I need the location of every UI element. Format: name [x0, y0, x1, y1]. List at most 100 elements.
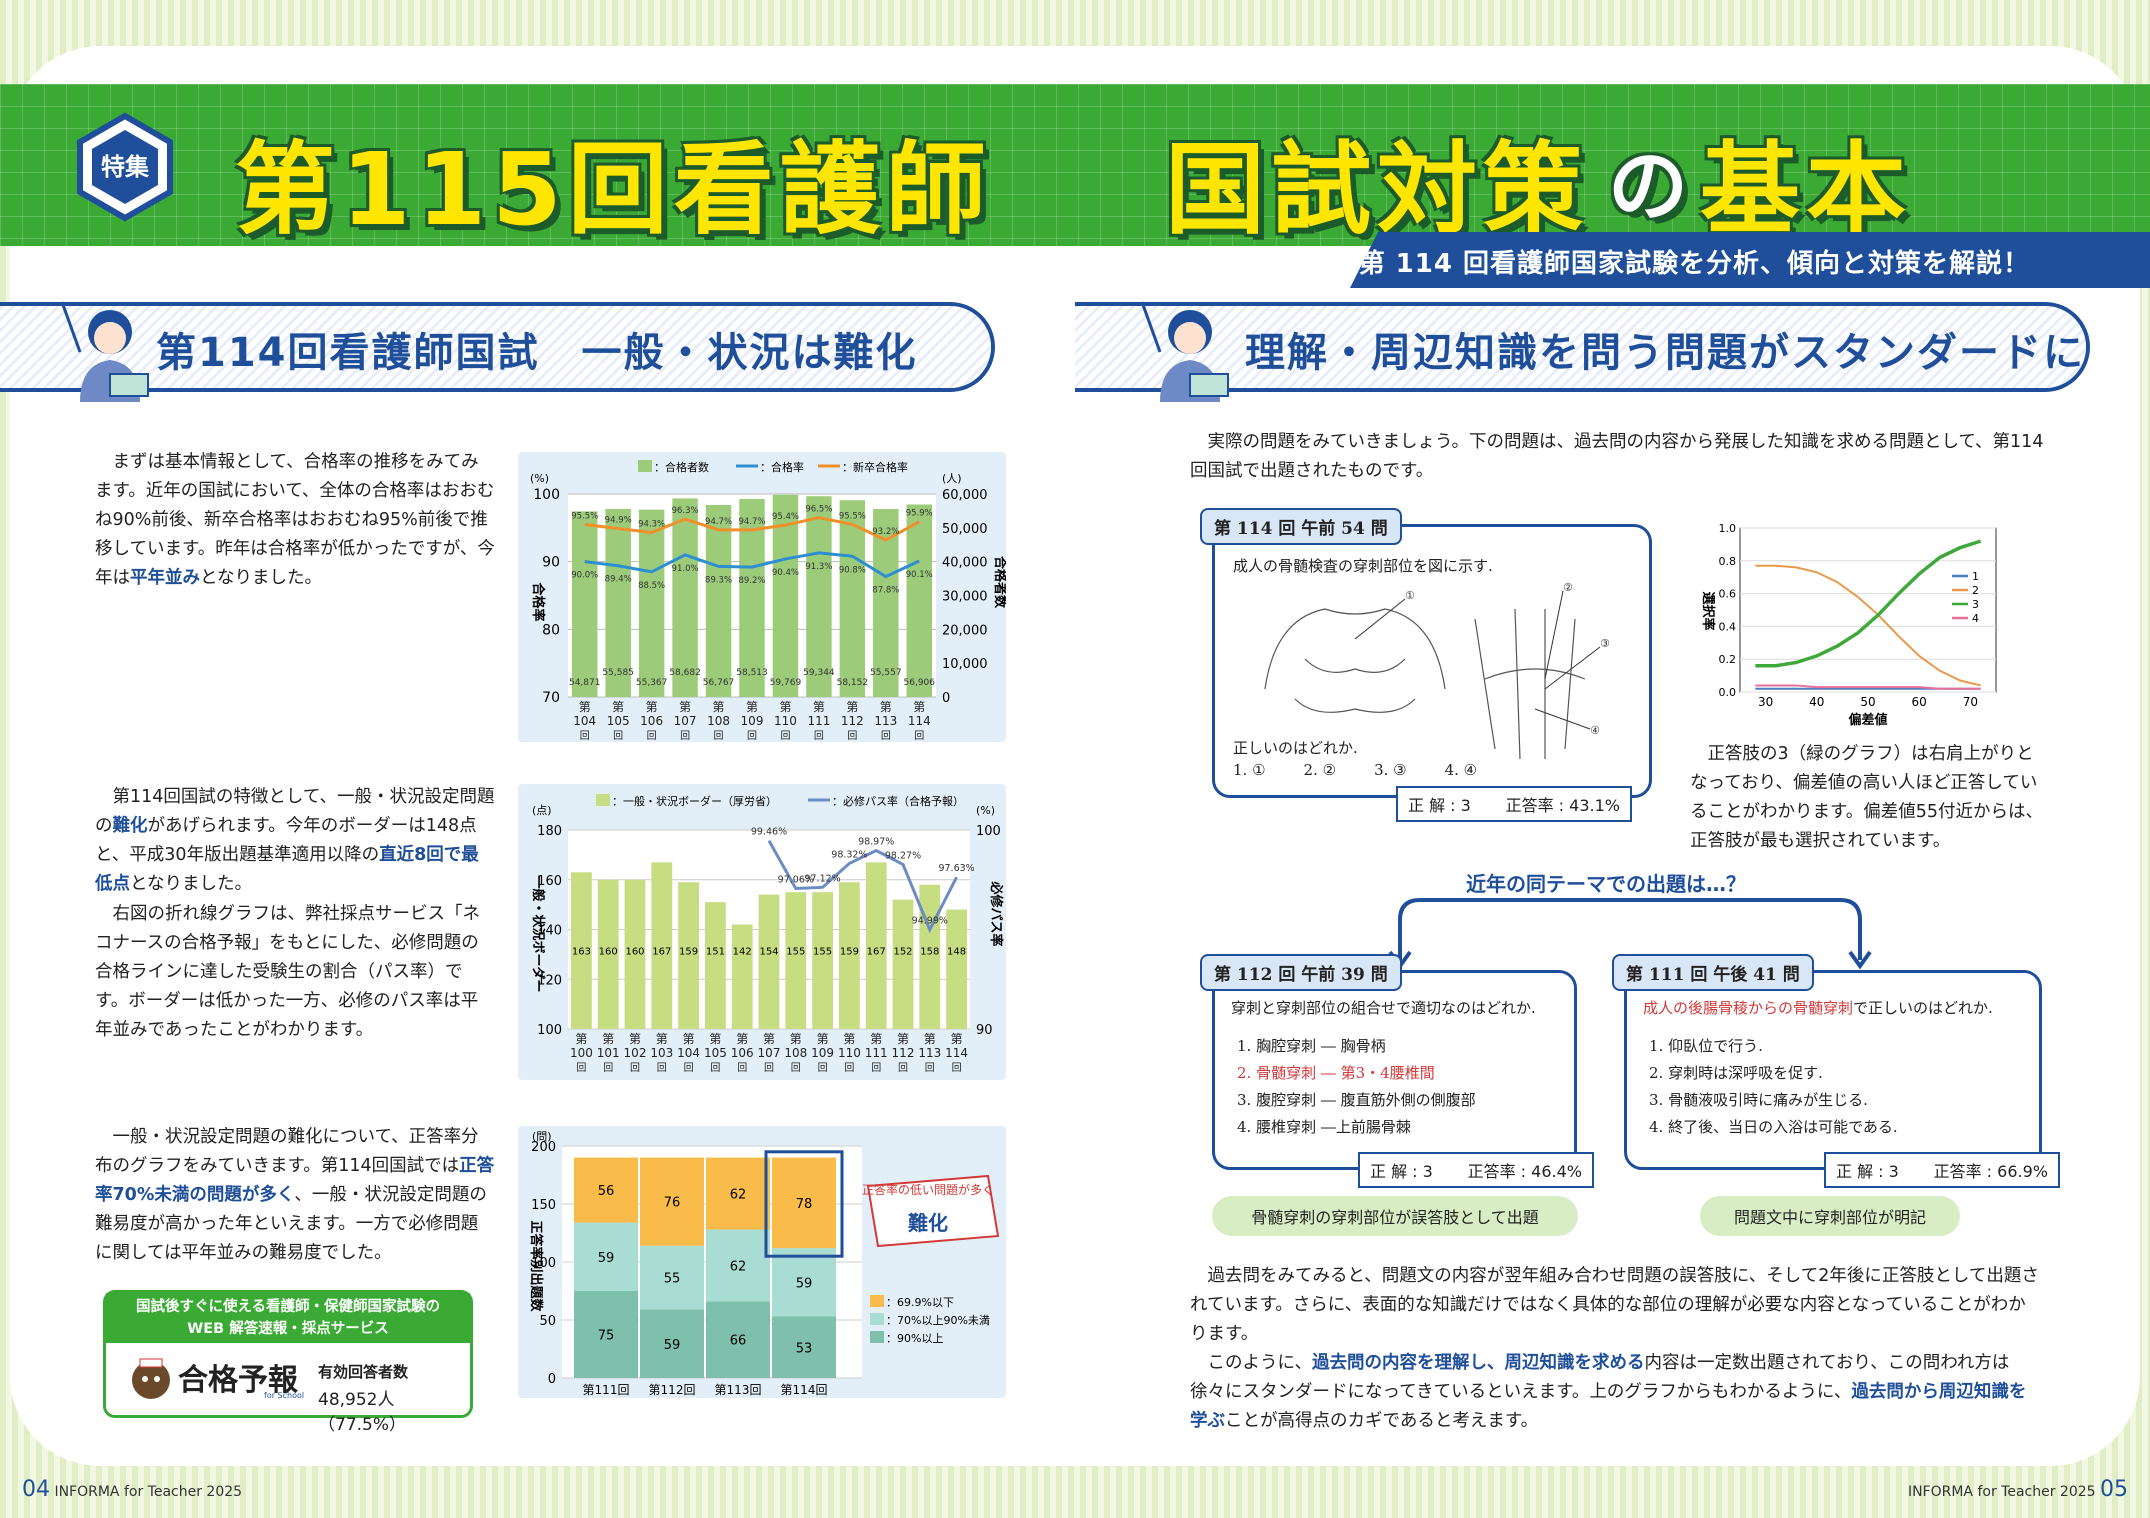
promo-label: 有効回答者数 [318, 1363, 409, 1381]
x-tick: 103 [650, 1046, 673, 1060]
promo-logo-small: for School [264, 1391, 305, 1400]
x-tick: 100 [570, 1046, 593, 1060]
bar [785, 892, 807, 1029]
bar-segment [706, 1301, 770, 1378]
badge-label: 特集 [101, 153, 150, 181]
q114-tab: 第 114 回 午前 54 問 [1200, 508, 1402, 545]
right-heading-text: 理解・周辺知識を問う問題がスタンダードに [1245, 330, 2085, 376]
q111-option: 3. 骨髄液吸引時に痛みが生じる. [1649, 1091, 1868, 1109]
selection-rate-chart: 0.0 0.2 0.4 0.6 0.8 1.0 30 40 50 60 70 偏差値 選択率 1 2 3 4 [1690, 516, 2010, 736]
x-tick: 第 [575, 1032, 587, 1046]
x-tick: 113 [874, 714, 897, 728]
x-tick: 回 [580, 730, 590, 742]
bar-label: 78 [796, 1197, 813, 1212]
x-tick: 114 [945, 1046, 968, 1060]
x-tick: 回 [613, 730, 623, 742]
x-tick: 113 [918, 1046, 941, 1060]
point-label: 94.9% [605, 516, 632, 526]
bar [731, 924, 753, 1029]
line-series-3 [1755, 539, 1982, 668]
x-tick: 108 [707, 714, 730, 728]
y-tick-right: 60,000 [942, 488, 988, 503]
x-tick: 回 [914, 730, 924, 742]
bar-label: 155 [813, 946, 832, 957]
bar-label: 62 [730, 1259, 747, 1274]
bar [739, 499, 765, 697]
border-score-chart: 100 120 140 160 180 90 100 (点) (%) 一般・状況ボーダー 必修パス率… [518, 784, 1006, 1080]
x-tick: 50 [1860, 695, 1875, 709]
line-series-4 [1755, 684, 1981, 690]
q111-tab: 第 111 回 午後 41 問 [1612, 954, 1814, 991]
point-label: 90.0% [571, 571, 598, 581]
bar-segment [574, 1291, 638, 1378]
x-tick: 60 [1912, 695, 1927, 709]
legend-label: 3 [1972, 598, 1979, 611]
x-tick: 第 [779, 700, 791, 714]
x-tick: 第 [602, 1032, 614, 1046]
y-tick: 0.6 [1719, 588, 1737, 601]
title-part-a: 第115回看護師 [235, 131, 992, 248]
x-tick: 回 [680, 730, 690, 742]
promo-logo: 合格予報 [178, 1363, 298, 1398]
x-tick: 105 [704, 1046, 727, 1060]
x-tick: 第 [790, 1032, 802, 1046]
q112-option: 3. 腹腔穿刺 ― 腹直筋外側の側腹部 [1237, 1091, 1476, 1109]
point-label: 87.8% [872, 586, 899, 596]
q112-answer: 正 解 : 3 正答率 : 46.4% [1358, 1152, 1594, 1188]
q114-answer: 正 解 : 3 正答率 : 43.1% [1396, 786, 1632, 822]
point-label: 97.06% [778, 875, 814, 886]
x-tick: 101 [597, 1046, 620, 1060]
x-tick: 第 [843, 1032, 855, 1046]
bar-segment [772, 1248, 836, 1317]
unit-left: (%) [530, 472, 549, 485]
legend-label: ：一般・状況ボーダー（厚労省） [612, 794, 777, 808]
subtitle-bar: 第 114 回看護師国家試験を分析、傾向と対策を解説！ [1350, 232, 2150, 288]
x-tick: 第 [924, 1032, 936, 1046]
y-tick: 100 [531, 1256, 556, 1271]
x-tick: 回 [603, 1062, 613, 1074]
x-tick: 第 [870, 1032, 882, 1046]
point-label: 89.4% [605, 575, 632, 585]
bar [946, 909, 967, 1029]
bar-segment [574, 1222, 638, 1291]
x-tick: 107 [758, 1046, 781, 1060]
selection-note: 正答肢の3（緑のグラフ）は右肩上がりとなっており、偏差値の高い人ほど正答している… [1690, 744, 2044, 851]
x-tick: 回 [818, 1062, 828, 1074]
teacher-illustration-left [60, 301, 149, 402]
x-tick: 回 [710, 1062, 720, 1074]
point-label: 94.3% [638, 520, 665, 530]
y-tick-left: 120 [537, 973, 562, 988]
q111-option: 2. 穿刺時は深呼吸を促す. [1649, 1064, 1823, 1082]
line-series-2 [1755, 564, 1981, 687]
point-label: 89.3% [705, 575, 732, 585]
callout-text: 難化 [908, 1211, 948, 1235]
bar [571, 872, 592, 1029]
q112-option: 1. 胸腔穿刺 ― 胸骨柄 [1237, 1037, 1386, 1055]
x-tick: 106 [640, 714, 663, 728]
bar [678, 882, 699, 1029]
x-tick: 回 [791, 1062, 801, 1074]
q111-options: 1. 仰臥位で行う. 2. 穿刺時は深呼吸を促す. 3. 骨髄液吸引時に痛みが生… [1649, 1033, 1898, 1141]
bar-label: 53 [796, 1341, 813, 1356]
bar-label: 59 [598, 1251, 615, 1266]
svg-text:②: ② [1563, 581, 1573, 594]
q114-option: 3. ③ [1374, 761, 1407, 779]
legend-swatch [870, 1295, 884, 1307]
x-tick: 回 [881, 730, 891, 742]
cat-nurse-logo-icon [132, 1358, 170, 1399]
y-tick: 1.0 [1719, 522, 1737, 535]
callout-text: 正答率の低い問題が多く [862, 1182, 994, 1197]
x-tick: 第 [746, 700, 758, 714]
bar-segment [772, 1316, 836, 1378]
x-tick: 112 [892, 1046, 915, 1060]
x-tick: 107 [674, 714, 697, 728]
x-tick: 第 [951, 1032, 963, 1046]
q112-bubble: 骨髄穿刺の穿刺部位が誤答肢として出題 [1212, 1196, 1578, 1236]
bar-label: 55,585 [602, 668, 634, 678]
svg-text:③: ③ [1600, 637, 1610, 650]
bar [605, 508, 631, 697]
bar [624, 879, 646, 1029]
x-tick: 回 [814, 730, 824, 742]
x-tick: 第 [683, 1032, 695, 1046]
legend-label: ：70%以上90%未満 [886, 1314, 990, 1327]
